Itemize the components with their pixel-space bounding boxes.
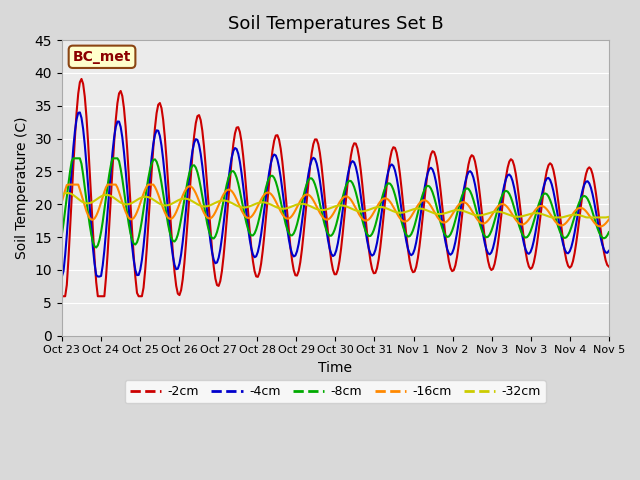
-4cm bbox=[76, 109, 84, 115]
Title: Soil Temperatures Set B: Soil Temperatures Set B bbox=[228, 15, 444, 33]
-8cm bbox=[368, 231, 376, 237]
-8cm bbox=[70, 156, 77, 161]
-16cm bbox=[597, 224, 605, 229]
-16cm bbox=[223, 187, 230, 193]
-2cm bbox=[180, 261, 188, 266]
-8cm bbox=[65, 181, 72, 187]
Line: -4cm: -4cm bbox=[62, 112, 609, 276]
-8cm bbox=[58, 231, 66, 237]
Legend: -2cm, -4cm, -8cm, -16cm, -32cm: -2cm, -4cm, -8cm, -16cm, -32cm bbox=[125, 380, 546, 403]
-2cm bbox=[223, 216, 230, 221]
-16cm bbox=[65, 182, 72, 188]
-32cm bbox=[223, 198, 230, 204]
-4cm bbox=[223, 192, 230, 197]
-4cm bbox=[605, 248, 612, 254]
-4cm bbox=[514, 203, 522, 209]
-8cm bbox=[92, 245, 100, 251]
-16cm bbox=[180, 189, 188, 195]
-32cm bbox=[58, 192, 66, 198]
-16cm bbox=[514, 219, 522, 225]
-32cm bbox=[367, 206, 374, 212]
-32cm bbox=[507, 213, 515, 218]
X-axis label: Time: Time bbox=[318, 361, 353, 375]
-32cm bbox=[180, 196, 188, 202]
-2cm bbox=[77, 76, 85, 82]
-16cm bbox=[367, 215, 374, 220]
-4cm bbox=[367, 251, 374, 257]
-2cm bbox=[58, 293, 66, 299]
-16cm bbox=[58, 199, 66, 204]
-4cm bbox=[58, 274, 66, 279]
-16cm bbox=[605, 216, 612, 222]
-16cm bbox=[66, 182, 74, 188]
-4cm bbox=[65, 210, 72, 216]
-16cm bbox=[507, 209, 515, 215]
Line: -2cm: -2cm bbox=[62, 79, 609, 296]
-32cm bbox=[66, 191, 74, 196]
-2cm bbox=[514, 182, 522, 188]
Line: -16cm: -16cm bbox=[62, 185, 609, 227]
Line: -32cm: -32cm bbox=[62, 193, 609, 217]
-32cm bbox=[514, 214, 522, 220]
Line: -8cm: -8cm bbox=[62, 158, 609, 248]
-32cm bbox=[63, 190, 70, 196]
-8cm bbox=[605, 229, 612, 235]
-4cm bbox=[180, 224, 188, 229]
-8cm bbox=[509, 199, 516, 205]
-2cm bbox=[367, 258, 374, 264]
-2cm bbox=[507, 156, 515, 162]
-8cm bbox=[515, 223, 523, 228]
-32cm bbox=[548, 215, 556, 220]
-4cm bbox=[507, 174, 515, 180]
Y-axis label: Soil Temperature (C): Soil Temperature (C) bbox=[15, 117, 29, 259]
-2cm bbox=[65, 256, 72, 262]
-2cm bbox=[605, 264, 612, 269]
-8cm bbox=[182, 187, 190, 192]
Text: BC_met: BC_met bbox=[73, 50, 131, 64]
-32cm bbox=[605, 214, 612, 220]
-8cm bbox=[225, 175, 232, 181]
